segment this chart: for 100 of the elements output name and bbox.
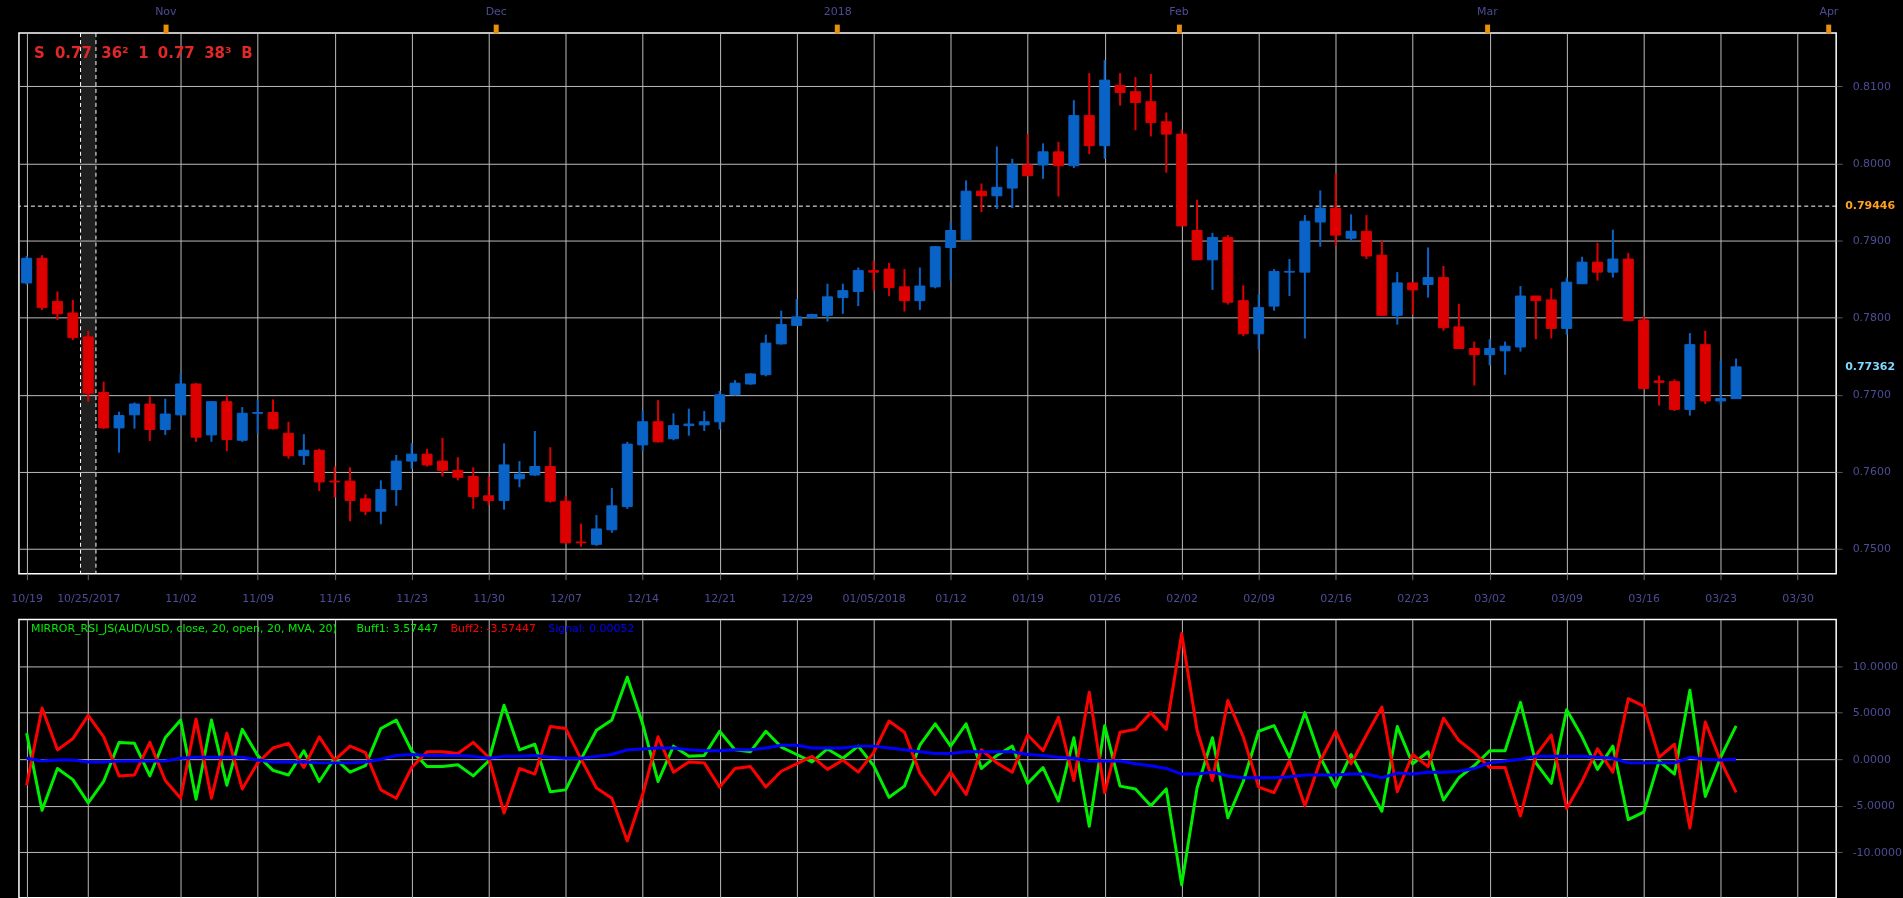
text: Signal: 0.00052 — [548, 621, 635, 635]
candlestick — [975, 182, 987, 213]
candlestick — [791, 298, 803, 327]
ref-line-label: 0.79446 — [1845, 199, 1896, 213]
candlestick — [945, 221, 957, 282]
candlestick — [652, 399, 664, 444]
x-tick-label: 03/09 — [1551, 592, 1583, 606]
y-tick-label: 5.0000 — [1852, 706, 1892, 720]
annotation: 0.77 — [54, 44, 92, 63]
annotation: B — [241, 44, 253, 63]
text: 0.77362 — [1845, 359, 1896, 373]
x-tick-label: 12/07 — [550, 592, 582, 606]
x-tick-label: 03/30 — [1782, 592, 1814, 606]
x-tick-label: 01/26 — [1089, 592, 1121, 606]
x-tick-label: 10/25/2017 — [57, 592, 121, 606]
x-tick-label: 02/23 — [1397, 592, 1429, 606]
candlestick — [1484, 338, 1496, 367]
candlestick — [775, 309, 787, 346]
candlestick — [1607, 228, 1619, 279]
candlestick — [821, 282, 833, 323]
y-tick-label: -10.0000 — [1852, 845, 1902, 859]
x2-tick-label: 2018 — [823, 4, 852, 18]
candlestick — [1283, 258, 1295, 298]
x-tick-label: 10/19 — [11, 592, 43, 606]
annotation: S — [33, 44, 45, 63]
candlestick — [267, 398, 279, 431]
candlestick — [1453, 302, 1465, 350]
candlestick — [375, 479, 387, 526]
y-tick-label: 0.0000 — [1852, 752, 1892, 766]
candlestick — [513, 460, 525, 489]
x2-tick-label: Feb — [1169, 4, 1189, 18]
y-tick-label: 0.7700 — [1852, 388, 1892, 402]
y-tick-label: 0.7500 — [1852, 542, 1892, 556]
y-tick-label: 0.8100 — [1852, 79, 1892, 93]
candlestick — [1314, 189, 1326, 248]
annotation: 36² — [101, 44, 129, 63]
x-tick-label: 11/23 — [396, 592, 428, 606]
candlestick — [852, 266, 864, 308]
x-tick-label: 11/02 — [165, 592, 197, 606]
x-tick-label: 01/12 — [935, 592, 967, 606]
candlestick — [1345, 213, 1357, 243]
candlestick — [1022, 133, 1034, 177]
candlestick — [575, 522, 587, 548]
candlestick — [529, 430, 541, 477]
candlestick — [1206, 231, 1218, 291]
candlestick — [667, 412, 679, 442]
candlestick — [298, 433, 310, 466]
candlestick — [113, 410, 125, 454]
candlestick — [883, 261, 895, 298]
candlestick — [1037, 142, 1049, 180]
annotation: 1 — [138, 44, 149, 63]
candlestick — [606, 487, 618, 534]
x-tick-label: 01/05/2018 — [842, 592, 906, 606]
candlestick — [1114, 72, 1126, 107]
candlestick — [914, 266, 926, 311]
candlestick — [452, 456, 464, 482]
y-tick-label: 0.8000 — [1852, 156, 1892, 170]
x-tick-label: 03/02 — [1474, 592, 1506, 606]
x-tick-label: 12/29 — [781, 592, 813, 606]
candlestick — [1006, 157, 1018, 210]
x-tick-label: 02/09 — [1243, 592, 1275, 606]
candlestick — [329, 465, 341, 499]
candlestick — [991, 145, 1003, 210]
candlestick — [128, 401, 140, 430]
candlestick — [837, 282, 849, 315]
y-tick-label: 0.7800 — [1852, 311, 1892, 325]
candlestick — [590, 514, 602, 547]
candlestick — [1052, 140, 1064, 198]
candlestick — [637, 409, 649, 453]
line-series — [25, 675, 1738, 887]
x2-tick-label: Apr — [1819, 4, 1839, 18]
candlestick — [252, 399, 264, 435]
candlestick — [1530, 295, 1542, 341]
x-tick-label: 12/14 — [627, 592, 659, 606]
y-tick-label: 0.7600 — [1852, 465, 1892, 479]
candlestick — [282, 420, 294, 460]
candlestick — [51, 290, 63, 321]
line-series — [25, 743, 1738, 780]
x-tick-label: 11/30 — [473, 592, 505, 606]
x-tick-label: 11/16 — [319, 592, 351, 606]
candlestick — [1160, 111, 1172, 174]
candlestick — [406, 442, 418, 470]
candlestick — [1129, 76, 1141, 132]
x-tick-label: 11/09 — [242, 592, 274, 606]
candlestick — [868, 259, 880, 292]
text: Buff2: -3.57447 — [450, 621, 536, 635]
x-tick-label: 03/23 — [1705, 592, 1737, 606]
candlestick — [1422, 246, 1434, 299]
candlestick — [1468, 340, 1480, 387]
annotation: 0.77 — [157, 44, 195, 63]
candlestick — [436, 436, 448, 478]
y-tick-label: 0.7900 — [1852, 234, 1892, 248]
candlestick — [1591, 241, 1603, 282]
candlestick — [467, 466, 479, 510]
x-tick-label: 12/21 — [704, 592, 736, 606]
candlestick — [1576, 255, 1588, 285]
x2-tick-label: Dec — [485, 4, 507, 18]
candlestick — [1499, 340, 1511, 376]
y-tick-label: -5.0000 — [1852, 799, 1895, 813]
y-tick-label: 10.0000 — [1852, 659, 1899, 673]
